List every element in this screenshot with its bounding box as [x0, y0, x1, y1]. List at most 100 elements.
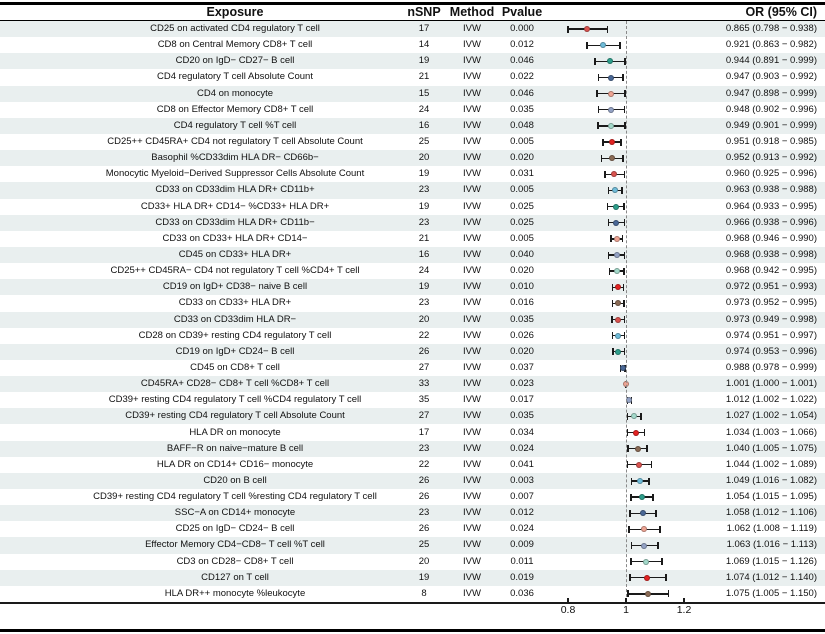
ci-cap-left: [611, 316, 613, 324]
method-cell: IVW: [463, 216, 481, 228]
or-point-marker: [615, 300, 622, 307]
or-ci-cell: 0.865 (0.798 − 0.938): [725, 23, 817, 34]
exposure-cell: Monocytic Myeloid−Derived Suppressor Cel…: [105, 168, 365, 180]
pvalue-cell: 0.000: [510, 23, 534, 34]
ci-cap-left: [626, 461, 628, 469]
ci-cap-right: [622, 74, 624, 81]
exposure-cell: CD28 on CD39+ resting CD4 regulatory T c…: [138, 329, 332, 341]
pvalue-cell: 0.035: [510, 313, 534, 325]
ci-cap-right: [624, 122, 626, 130]
nsnp-cell: 14: [418, 39, 430, 51]
pvalue-cell: 0.024: [510, 442, 534, 454]
ci-cap-left: [608, 219, 610, 227]
exposure-cell: Effector Memory CD4−CD8− T cell %T cell: [145, 539, 325, 551]
exposure-cell: CD33 on CD33dim HLA DR−: [173, 313, 297, 325]
exposure-cell: CD127 on T cell: [201, 571, 269, 583]
table-row: SSC−A on CD14+ monocyte 23 IVW 0.012 1.058 (…: [0, 505, 825, 522]
or-point-marker: [608, 122, 615, 129]
method-cell: IVW: [463, 23, 481, 34]
method-cell: IVW: [463, 87, 481, 99]
pvalue-cell: 0.005: [510, 232, 534, 244]
ci-cap-right: [623, 219, 625, 227]
ci-cap-right: [646, 445, 648, 453]
nsnp-cell: 23: [418, 184, 430, 196]
exposure-cell: CD33 on CD33+ HLA DR+ CD14−: [162, 232, 308, 244]
or-ci-cell: 0.949 (0.901 − 0.999): [725, 119, 817, 131]
nsnp-cell: 26: [418, 491, 430, 503]
ci-cap-right: [624, 316, 626, 324]
exposure-cell: CD39+ resting CD4 regulatory T cell %CD4…: [108, 394, 362, 406]
ci-cap-right: [624, 251, 626, 259]
table-row: CD4 regulatory T cell Absolute Count 21 IV…: [0, 69, 825, 85]
or-ci-cell: 0.952 (0.913 − 0.992): [725, 152, 817, 164]
ci-cap-right: [665, 574, 667, 582]
ci-cap-left: [626, 412, 628, 420]
table-row: CD19 on IgD+ CD38− naive B cell 19 IVW 0.01…: [0, 279, 825, 296]
or-point-marker: [630, 413, 637, 420]
or-point-marker: [608, 139, 615, 146]
ci-cap-left: [630, 542, 632, 550]
table-row: CD4 regulatory T cell %T cell 16 IVW 0.048 0…: [0, 117, 825, 134]
exposure-cell: CD25 on activated CD4 regulatory T cell: [150, 23, 320, 34]
nsnp-cell: 22: [418, 458, 430, 470]
ci-cap-left: [612, 348, 614, 356]
ci-cap-right: [648, 477, 650, 485]
pvalue-cell: 0.005: [510, 135, 534, 147]
pvalue-cell: 0.031: [510, 168, 534, 180]
or-ci-cell: 0.968 (0.942 − 0.995): [725, 265, 817, 277]
ci-cap-left: [596, 90, 598, 98]
or-point-marker: [613, 252, 620, 259]
or-point-marker: [637, 478, 644, 484]
nsnp-cell: 26: [418, 523, 430, 535]
ci-cap-right: [622, 283, 624, 291]
exposure-cell: SSC−A on CD14+ monocyte: [174, 507, 296, 519]
exposure-cell: CD33 on CD33dim HLA DR+ CD11b−: [155, 216, 315, 228]
nsnp-cell: 24: [418, 103, 430, 115]
or-ci-cell: 0.966 (0.938 − 0.996): [725, 216, 817, 228]
bottom-rule: [0, 629, 825, 632]
axis-tick-label: 1.2: [676, 604, 692, 616]
or-point-marker: [607, 74, 614, 81]
or-point-marker: [613, 219, 620, 226]
ci-cap-left: [567, 25, 569, 33]
top-rule: [0, 2, 825, 5]
table-row: CD8 on Central Memory CD8+ T cell 14 IVW 0.…: [0, 37, 825, 53]
table-row: CD33 on CD33dim HLA DR+ CD11b− 23 IVW 0.025…: [0, 214, 825, 231]
or-ci-cell: 0.973 (0.949 − 0.998): [725, 313, 817, 325]
nsnp-cell: 15: [418, 87, 430, 99]
nsnp-cell: 26: [418, 474, 430, 486]
or-point-marker: [600, 42, 607, 49]
ci-cap-left: [594, 57, 596, 65]
ci-cap-right: [620, 138, 622, 146]
nsnp-cell: 20: [418, 152, 430, 164]
or-ci-cell: 0.988 (0.978 − 0.999): [725, 361, 817, 373]
nsnp-cell: 21: [418, 232, 430, 244]
or-ci-cell: 1.054 (1.015 − 1.095): [725, 491, 817, 503]
method-cell: IVW: [463, 329, 481, 341]
method-cell: IVW: [463, 265, 481, 277]
method-cell: IVW: [463, 39, 481, 51]
nsnp-cell: 26: [418, 345, 430, 357]
nsnp-cell: 8: [421, 587, 427, 599]
nsnp-cell: 25: [418, 539, 430, 551]
table-row: Monocytic Myeloid−Derived Suppressor Cel…: [0, 166, 825, 182]
nsnp-cell: 16: [418, 248, 430, 260]
exposure-cell: CD3 on CD28− CD8+ T cell: [176, 555, 294, 567]
pvalue-cell: 0.035: [510, 103, 534, 115]
exposure-cell: CD33 on CD33+ HLA DR+: [178, 297, 292, 309]
or-ci-cell: 0.964 (0.933 − 0.995): [725, 200, 817, 212]
nsnp-cell: 33: [418, 378, 430, 390]
method-cell: IVW: [463, 442, 481, 454]
table-row: CD33 on CD33dim HLA DR− 20 IVW 0.035 0.973 (…: [0, 311, 825, 328]
or-ci-cell: 1.034 (1.003 − 1.066): [725, 426, 817, 438]
ci-cap-left: [609, 267, 611, 275]
ci-cap-right: [655, 509, 657, 517]
ci-cap-left: [629, 574, 631, 582]
ci-cap-left: [597, 122, 599, 130]
or-point-marker: [644, 590, 651, 597]
pvalue-cell: 0.005: [510, 184, 534, 196]
pvalue-cell: 0.009: [510, 539, 534, 551]
exposure-cell: Basophil %CD33dim HLA DR− CD66b−: [151, 152, 319, 164]
method-cell: IVW: [463, 248, 481, 260]
